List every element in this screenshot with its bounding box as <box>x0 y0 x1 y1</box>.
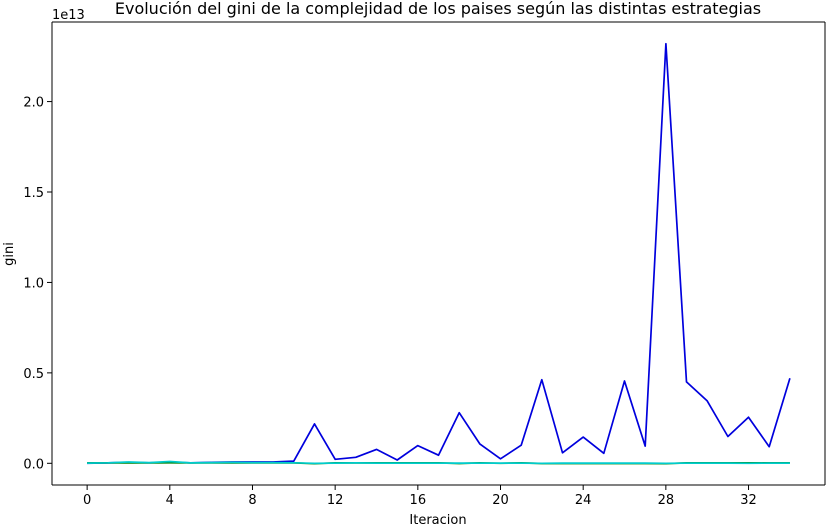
y-tick-label: 0.5 <box>23 367 44 382</box>
y-tick-label: 2.0 <box>23 96 44 111</box>
y-offset-label: 1e13 <box>52 8 85 23</box>
x-tick-label: 28 <box>658 493 675 508</box>
x-tick-label: 4 <box>166 493 174 508</box>
x-tick-label: 24 <box>575 493 592 508</box>
axes-layer <box>51 21 826 486</box>
y-tick-label: 1.5 <box>23 186 44 201</box>
x-tick-label: 12 <box>327 493 344 508</box>
y-axis-label: gini <box>2 242 17 266</box>
y-tick-label: 0.0 <box>23 457 44 472</box>
x-axis-label: Iteracion <box>409 513 466 528</box>
series-layer <box>87 42 791 465</box>
x-tick-label: 8 <box>248 493 256 508</box>
x-tick-label: 20 <box>492 493 509 508</box>
x-tick-label: 0 <box>83 493 91 508</box>
x-tick-label: 16 <box>410 493 427 508</box>
y-tick-label: 1.0 <box>23 276 44 291</box>
x-tick-label: 32 <box>740 493 757 508</box>
plot-area <box>52 22 825 485</box>
chart-title: Evolución del gini de la complejidad de … <box>115 0 761 18</box>
ticks-layer: 0 4 8 12 16 20 24 28 32 0.0 0.5 1.0 1.5 2.0 <box>23 96 756 508</box>
series-line-2 <box>87 460 790 465</box>
